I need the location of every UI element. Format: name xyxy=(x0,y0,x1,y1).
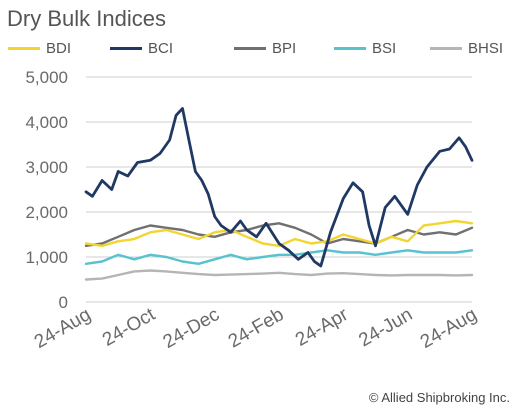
series-line-bpi xyxy=(84,222,474,247)
x-tick-label: 24-Aug xyxy=(417,304,481,353)
x-tick-label: 24-Jun xyxy=(355,304,416,351)
y-tick-label: 5,000 xyxy=(25,68,68,87)
legend-label: BCI xyxy=(148,39,174,57)
legend-swatch xyxy=(110,46,142,50)
legend-label: BSI xyxy=(372,39,397,57)
x-tick-label: 24-Feb xyxy=(225,304,288,352)
y-tick-label: 1,000 xyxy=(25,248,68,267)
chart-title: Dry Bulk Indices xyxy=(7,6,166,31)
legend-swatch xyxy=(430,46,462,50)
legend-item-bsi: BSI xyxy=(334,38,396,58)
chart-legend: BDI BCI BPI BSI BHSI xyxy=(8,38,518,58)
legend-item-bdi: BDI xyxy=(8,38,71,58)
legend-swatch xyxy=(334,46,366,50)
series-line-bci xyxy=(84,107,474,268)
legend-item-bci: BCI xyxy=(110,38,173,58)
series-line-bhsi xyxy=(84,269,474,281)
copyright-notice: © Allied Shipbroking Inc. xyxy=(368,390,510,405)
y-tick-label: 4,000 xyxy=(25,113,68,132)
x-tick-label: 24-Dec xyxy=(160,304,224,353)
y-tick-label: 2,000 xyxy=(25,203,68,222)
y-tick-label: 3,000 xyxy=(25,158,68,177)
legend-swatch xyxy=(8,46,40,50)
legend-item-bhsi: BHSI xyxy=(430,38,503,58)
x-tick-label: 24-Oct xyxy=(99,304,160,351)
y-tick-label: 0 xyxy=(59,293,68,312)
legend-item-bpi: BPI xyxy=(234,38,296,58)
legend-label: BDI xyxy=(46,39,72,57)
series-line-bdi xyxy=(84,219,474,247)
x-tick-label: 24-Apr xyxy=(292,304,352,351)
legend-label: BHSI xyxy=(468,39,504,57)
series-line-bsi xyxy=(84,249,474,265)
legend-label: BPI xyxy=(272,39,297,57)
legend-swatch xyxy=(234,46,266,50)
